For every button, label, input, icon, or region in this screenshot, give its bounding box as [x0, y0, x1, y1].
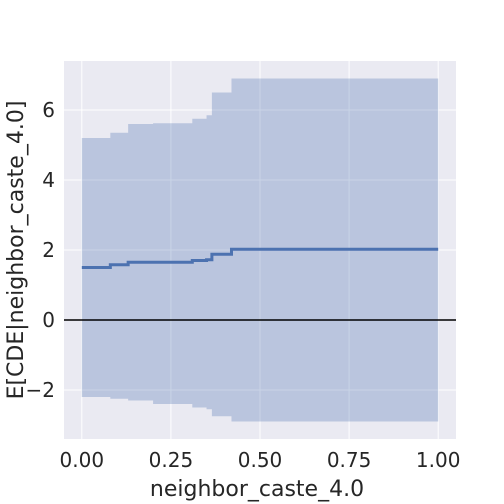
x-axis-label: neighbor_caste_4.0: [150, 477, 364, 502]
y-tick-label: 4: [42, 168, 55, 192]
x-tick-label: 0.75: [327, 448, 372, 472]
y-tick-label: 2: [42, 238, 55, 262]
x-tick-label: 1.00: [416, 448, 461, 472]
x-tick-label: 0.50: [238, 448, 283, 472]
y-axis-label: E[CDE|neighbor_caste_4.0]: [4, 101, 29, 400]
cde-estimate-line: [81, 247, 439, 269]
y-tick-label: 6: [42, 98, 55, 122]
y-tick-label: −2: [26, 378, 55, 402]
x-tick-label: 0.00: [60, 448, 105, 472]
y-tick-labels: −2 0 2 4 6: [26, 98, 55, 402]
x-tick-label: 0.25: [149, 448, 194, 472]
x-tick-labels: 0.00 0.25 0.50 0.75 1.00: [60, 448, 461, 472]
y-tick-label: 0: [42, 308, 55, 332]
series-layer: [81, 247, 439, 269]
